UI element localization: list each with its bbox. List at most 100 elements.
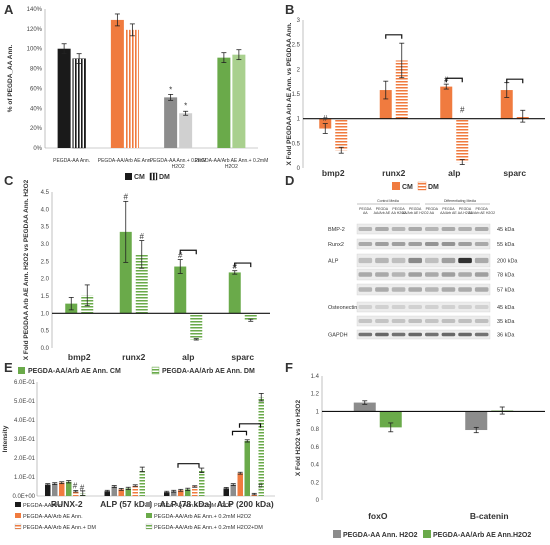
blot-band bbox=[458, 287, 472, 292]
y-tick-label: 0.2 bbox=[311, 480, 320, 486]
y-tick-label: 1.0E-01 bbox=[14, 475, 36, 481]
blot-band bbox=[375, 227, 389, 231]
legend-swatch bbox=[125, 173, 132, 180]
legend-label: PEGDA-AA Ann. bbox=[23, 503, 64, 509]
y-tick-label: 0 bbox=[297, 166, 301, 172]
y-tick-label: 3.0E-01 bbox=[14, 437, 36, 443]
significance-marker: # bbox=[124, 193, 129, 202]
bar bbox=[119, 231, 132, 314]
legend-label: PEGDA-AA/Arb AE Ann.+ DM bbox=[23, 525, 96, 531]
blot-band bbox=[425, 242, 439, 246]
bar bbox=[139, 469, 145, 496]
legend-label: PEGDA-AA Ann. H2O2 bbox=[343, 532, 418, 539]
bar bbox=[456, 118, 469, 163]
category-label: alp bbox=[448, 168, 460, 178]
bar bbox=[230, 484, 236, 496]
blot-lane-label: PEGDA bbox=[359, 207, 372, 211]
y-tick-label: 3 bbox=[297, 18, 301, 24]
blot-row-label: GAPDH bbox=[328, 333, 348, 339]
y-tick-label: 1 bbox=[297, 117, 301, 123]
y-tick-label: 60% bbox=[30, 86, 43, 92]
blot-lane-label: PEGDA bbox=[392, 207, 405, 211]
blot-band bbox=[375, 305, 389, 309]
y-tick-label: 0% bbox=[33, 146, 42, 152]
blot-band bbox=[474, 257, 489, 264]
legend-swatch bbox=[423, 530, 431, 538]
panel-label-f: F bbox=[285, 360, 293, 375]
blot-band bbox=[391, 332, 406, 337]
y-tick-label: 0 bbox=[316, 498, 320, 504]
bar bbox=[59, 482, 65, 496]
blot-band bbox=[408, 319, 422, 323]
blot-header: Control Media bbox=[377, 199, 399, 203]
bar bbox=[164, 97, 178, 148]
category-label: runx2 bbox=[382, 168, 405, 178]
legend-label: DM bbox=[428, 184, 439, 191]
bar bbox=[244, 440, 250, 496]
bar bbox=[125, 488, 131, 496]
blot-band bbox=[458, 305, 472, 309]
blot-band bbox=[375, 287, 389, 292]
blot-band bbox=[358, 305, 373, 309]
blot-band bbox=[391, 227, 406, 231]
significance-marker: * bbox=[184, 101, 187, 110]
blot-band bbox=[425, 257, 439, 264]
significance-bracket bbox=[177, 463, 200, 468]
blot-lane-label: PEGDA bbox=[426, 207, 439, 211]
significance-marker: # bbox=[140, 232, 145, 241]
y-tick-label: 2.0 bbox=[41, 277, 50, 283]
blot-lane-label: PEGDA bbox=[442, 207, 455, 211]
bar bbox=[232, 54, 246, 148]
blot-kda-label: 35 kDa bbox=[497, 319, 515, 325]
panel-c-chart: C 0.0 0.5 1.0 1.5 2.0 2.5 3.0 3.5 4.0 4.5 X Fold PE… bbox=[4, 173, 270, 375]
legend-swatch bbox=[333, 530, 341, 538]
y-tick-label: 0.8 bbox=[311, 427, 320, 433]
legend-swatch bbox=[146, 513, 152, 518]
blot-band bbox=[408, 257, 422, 264]
legend-label: PEGDA-AA/Arb AE Ann. DM bbox=[162, 368, 255, 375]
significance-bracket bbox=[385, 34, 403, 39]
y-axis-label: % of PEGDA_AA Ann. bbox=[7, 45, 14, 113]
category-label: H2O2 bbox=[225, 164, 238, 170]
blot-band bbox=[458, 242, 472, 246]
category-label: H2O2 bbox=[172, 164, 185, 170]
blot-band bbox=[358, 242, 373, 246]
y-tick-label: 1.5 bbox=[292, 92, 301, 98]
category-label: runx2 bbox=[122, 352, 145, 362]
legend-swatch bbox=[14, 523, 22, 530]
bar bbox=[217, 57, 231, 148]
blot-kda-label: 45 kDa bbox=[497, 305, 515, 311]
category-label: RUNX-2 bbox=[51, 499, 83, 509]
category-label: B-catenin bbox=[470, 511, 509, 521]
bar bbox=[73, 491, 79, 496]
y-tick-label: 0.5 bbox=[41, 329, 50, 335]
blot-lane-label: AA bbox=[363, 211, 368, 215]
bar bbox=[258, 397, 264, 496]
blot-band bbox=[408, 272, 422, 277]
y-tick-label: 1.5 bbox=[41, 294, 50, 300]
blot-band bbox=[441, 227, 456, 231]
blot-band bbox=[474, 319, 489, 323]
blot-lane-label: AA/Arb AE H2O2 bbox=[468, 211, 495, 215]
blot-lane-label: PEGDA bbox=[409, 207, 422, 211]
legend-label: PEGDA-AA/Arb AE Ann.H2O2 bbox=[433, 532, 531, 539]
category-label: bmp2 bbox=[322, 168, 345, 178]
blot-strip bbox=[356, 301, 491, 313]
blot-band bbox=[441, 319, 456, 323]
y-axis-label: X Fold H2O2 vs no H2O2 bbox=[295, 400, 302, 477]
blot-band bbox=[408, 332, 422, 337]
blot-band bbox=[458, 227, 472, 231]
y-tick-label: 0.0 bbox=[41, 346, 50, 352]
significance-marker: * bbox=[169, 85, 172, 94]
y-tick-label: 3.5 bbox=[41, 225, 50, 231]
blot-band bbox=[375, 272, 389, 277]
bar bbox=[57, 48, 71, 148]
blot-band bbox=[358, 257, 373, 264]
blot-band bbox=[391, 319, 406, 323]
significance-marker: # bbox=[73, 481, 78, 490]
bar bbox=[353, 402, 376, 412]
legend-label: PEGDA-AA/Arb AE Ann.+ 0.2mM H2O2 bbox=[154, 514, 251, 520]
category-label: PEGDA-AA/Arb AE Ann. bbox=[98, 158, 152, 164]
y-tick-label: 4.0 bbox=[41, 207, 50, 213]
